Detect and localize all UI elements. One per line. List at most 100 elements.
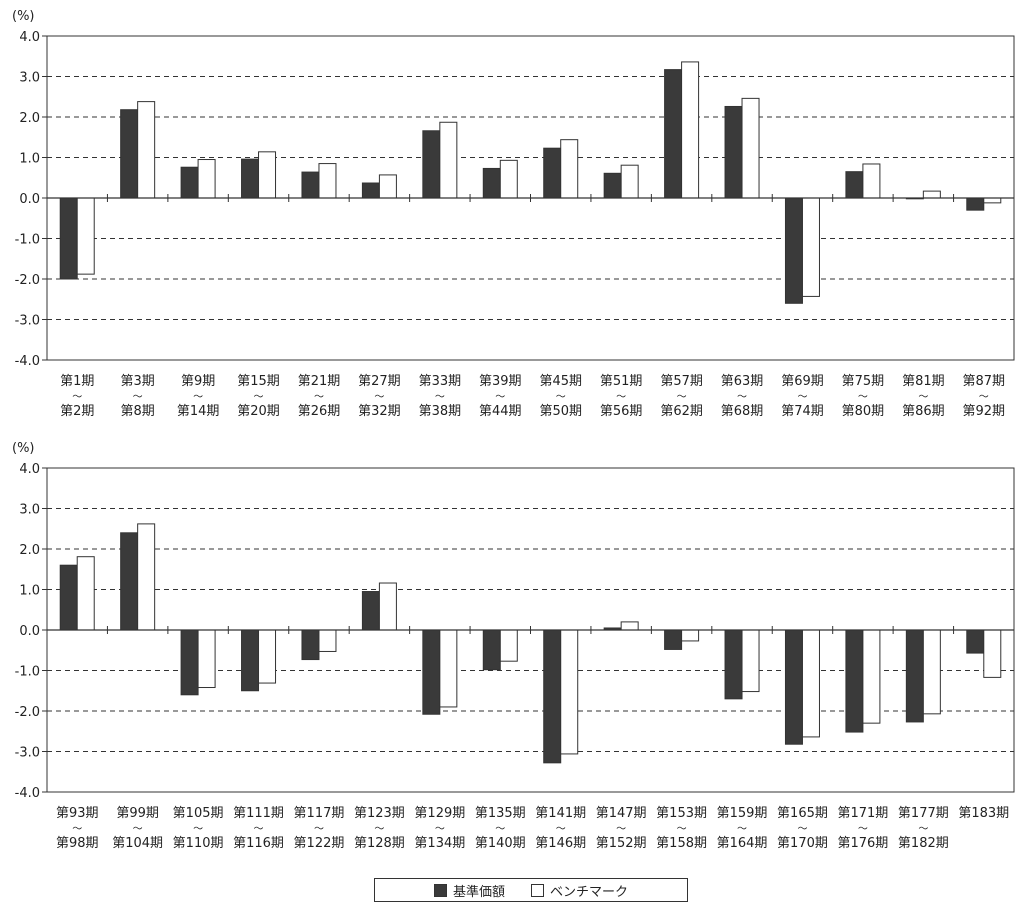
c0-bar-nav — [59, 197, 78, 280]
c1-bar-benchmark — [439, 629, 458, 708]
c0-x-label-sep: 〜 — [495, 392, 505, 403]
c1-bar-benchmark — [620, 621, 639, 631]
c1-y-tick-label: 2.0 — [19, 543, 40, 558]
c1-bar-benchmark — [922, 629, 941, 715]
chart-legend: 基準価額 ベンチマーク — [374, 878, 688, 902]
c0-x-label-from: 第1期 — [60, 374, 94, 389]
c0-x-label-to: 第32期 — [358, 404, 401, 419]
c1-x-label-sep: 〜 — [737, 824, 747, 835]
c1-x-label-to: 第128期 — [354, 836, 405, 851]
c1-x-label-from: 第111期 — [233, 806, 284, 821]
c0-x-label-from: 第69期 — [781, 374, 824, 389]
c1-x-label-to: 第164期 — [717, 836, 768, 851]
c0-x-label-from: 第9期 — [181, 374, 215, 389]
c1-bar-nav — [724, 629, 743, 700]
c1-bar-benchmark — [318, 629, 337, 652]
c1-bar-benchmark — [378, 582, 397, 631]
c0-x-label-from: 第87期 — [963, 374, 1006, 389]
c0-bar-benchmark — [499, 159, 518, 199]
legend-item-nav: 基準価額 — [433, 881, 505, 900]
c1-x-label-sep: 〜 — [495, 824, 505, 835]
c0-bar-benchmark — [318, 163, 337, 199]
c1-x-label-from: 第99期 — [116, 806, 159, 821]
c1-x-label-to: 第170期 — [777, 836, 828, 851]
c1-x-label-to: 第146期 — [535, 836, 586, 851]
c0-bar-benchmark — [741, 97, 760, 199]
c0-bar-nav — [664, 69, 683, 199]
c0-x-label-to: 第26期 — [298, 404, 341, 419]
c1-x-label-to: 第110期 — [173, 836, 224, 851]
c0-y-tick-label: 0.0 — [19, 192, 40, 207]
c0-x-label-from: 第39期 — [479, 374, 522, 389]
c0-bar-nav — [422, 130, 441, 199]
c0-x-label-from: 第21期 — [298, 374, 341, 389]
c1-bar-benchmark — [258, 629, 277, 684]
c1-x-label-to: 第116期 — [233, 836, 284, 851]
c1-x-label-sep: 〜 — [314, 824, 324, 835]
c1-x-label-sep: 〜 — [133, 824, 143, 835]
c1-bar-nav — [361, 591, 380, 631]
c0-x-label-sep: 〜 — [918, 392, 928, 403]
c1-bar-nav — [845, 629, 864, 733]
c0-y-tick-label: 3.0 — [19, 71, 40, 86]
c1-bar-benchmark — [137, 523, 156, 631]
c1-x-label-sep: 〜 — [254, 824, 264, 835]
c1-bar-benchmark — [197, 629, 216, 689]
c1-x-label-from: 第105期 — [173, 806, 224, 821]
c1-bar-nav — [59, 564, 78, 631]
c0-x-label-to: 第2期 — [60, 404, 94, 419]
c0-x-label-to: 第86期 — [902, 404, 945, 419]
c0-x-label-sep: 〜 — [193, 392, 203, 403]
c1-x-label-sep: 〜 — [858, 824, 868, 835]
c0-x-label-to: 第20期 — [237, 404, 280, 419]
c1-x-label-to: 第182期 — [898, 836, 949, 851]
c1-bar-nav — [120, 532, 139, 631]
c0-bar-nav — [784, 197, 803, 304]
c1-x-label-from: 第153期 — [656, 806, 707, 821]
c0-bar-nav — [966, 197, 985, 211]
c0-x-label-to: 第80期 — [842, 404, 885, 419]
c0-bar-benchmark — [560, 139, 579, 199]
c1-bar-benchmark — [681, 629, 700, 642]
c1-x-label-sep: 〜 — [435, 824, 445, 835]
c1-x-label-from: 第165期 — [777, 806, 828, 821]
c1-x-label-from: 第147期 — [596, 806, 647, 821]
c1-x-label-from: 第129期 — [414, 806, 465, 821]
c0-bar-nav — [361, 182, 380, 199]
c0-x-label-to: 第74期 — [781, 404, 824, 419]
c0-x-label-from: 第3期 — [121, 374, 155, 389]
c1-x-label-sep: 〜 — [193, 824, 203, 835]
c0-bar-nav — [724, 105, 743, 199]
c0-bar-nav — [482, 167, 501, 199]
c0-x-label-sep: 〜 — [737, 392, 747, 403]
c1-x-label-to: 第152期 — [596, 836, 647, 851]
c1-bar-nav — [482, 629, 501, 671]
c1-x-label-to: 第158期 — [656, 836, 707, 851]
c0-x-label-from: 第75期 — [842, 374, 885, 389]
c0-bar-nav — [845, 171, 864, 199]
c1-bar-benchmark — [983, 629, 1002, 678]
c0-x-label-to: 第92期 — [963, 404, 1006, 419]
c0-bar-benchmark — [862, 163, 881, 199]
c0-x-label-sep: 〜 — [254, 392, 264, 403]
c0-x-label-sep: 〜 — [314, 392, 324, 403]
chart-top: (%)4.03.02.01.00.0-1.0-2.0-3.0-4.0第1期〜第2… — [12, 9, 1015, 419]
c1-x-label-from: 第183期 — [958, 806, 1009, 821]
c0-x-label-sep: 〜 — [133, 392, 143, 403]
c1-x-label-from: 第171期 — [837, 806, 888, 821]
c1-x-label-to: 第140期 — [475, 836, 526, 851]
c0-x-label-from: 第81期 — [902, 374, 945, 389]
c0-bar-benchmark — [76, 197, 95, 275]
c0-x-label-to: 第8期 — [121, 404, 155, 419]
c1-x-label-sep: 〜 — [374, 824, 384, 835]
c0-bar-nav — [301, 171, 320, 199]
c1-y-tick-label: 1.0 — [19, 584, 40, 599]
c1-x-label-sep: 〜 — [556, 824, 566, 835]
c1-bar-benchmark — [499, 629, 518, 662]
chart-bottom: (%)4.03.02.01.00.0-1.0-2.0-3.0-4.0第93期〜第… — [12, 441, 1015, 851]
c1-bar-benchmark — [801, 629, 820, 738]
c0-bar-benchmark — [197, 159, 216, 199]
c0-bar-benchmark — [681, 61, 700, 199]
legend-label-benchmark: ベンチマーク — [550, 884, 629, 900]
c0-x-label-to: 第62期 — [660, 404, 703, 419]
